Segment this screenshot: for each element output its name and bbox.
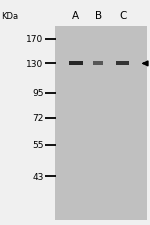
Text: 170: 170 (26, 35, 44, 44)
Text: KDa: KDa (2, 12, 19, 21)
Text: 72: 72 (32, 114, 44, 123)
Text: 43: 43 (32, 172, 44, 181)
Bar (69, 62, 83, 66)
Text: 55: 55 (32, 141, 44, 150)
Text: 95: 95 (32, 89, 44, 98)
Bar (55, 27, 147, 220)
Text: B: B (95, 11, 103, 21)
Text: C: C (119, 11, 127, 21)
Text: 130: 130 (26, 60, 44, 69)
Text: A: A (71, 11, 79, 21)
Bar (116, 62, 129, 66)
Bar (93, 62, 103, 66)
